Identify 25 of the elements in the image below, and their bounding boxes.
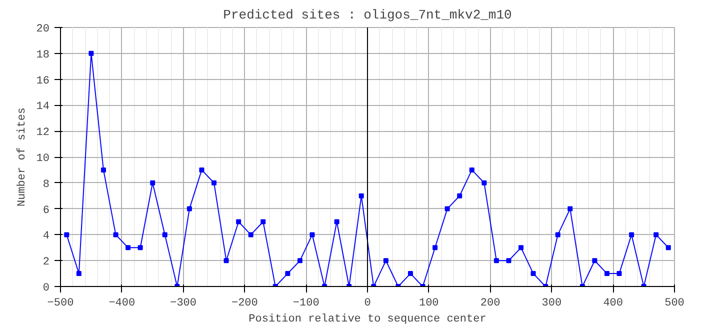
y-tick-label: 8 xyxy=(42,178,50,191)
x-tick-label: −200 xyxy=(232,298,258,310)
x-tick-label: −300 xyxy=(170,298,197,310)
y-tick-label: 2 xyxy=(42,256,50,269)
x-tick-label: 500 xyxy=(664,298,684,310)
y-tick-label: 0 xyxy=(42,282,50,294)
y-tick-label: 14 xyxy=(36,101,50,114)
y-tick-label: 18 xyxy=(36,49,50,62)
x-tick-label: 100 xyxy=(419,298,439,310)
x-tick-label: −400 xyxy=(108,298,136,310)
x-tick-label: −100 xyxy=(292,298,320,310)
y-tick-label: 20 xyxy=(36,24,50,36)
y-axis-title: Number of sites xyxy=(16,107,28,207)
x-tick-label: 200 xyxy=(480,298,500,310)
x-axis-title: Position relative to sequence center xyxy=(248,314,486,326)
y-tick-label: 16 xyxy=(36,75,50,88)
x-tick-label: 400 xyxy=(603,298,624,310)
y-tick-label: 12 xyxy=(36,127,50,140)
x-tick-label: −500 xyxy=(47,298,74,310)
y-tick-label: 10 xyxy=(36,153,50,165)
y-tick-label: 6 xyxy=(42,204,50,217)
x-tick-label: 0 xyxy=(364,298,371,310)
chart-title: Predicted sites : oligos_7nt_mkv2_m10 xyxy=(223,8,512,22)
x-tick-label: 300 xyxy=(542,298,562,310)
y-tick-label: 4 xyxy=(42,230,50,243)
